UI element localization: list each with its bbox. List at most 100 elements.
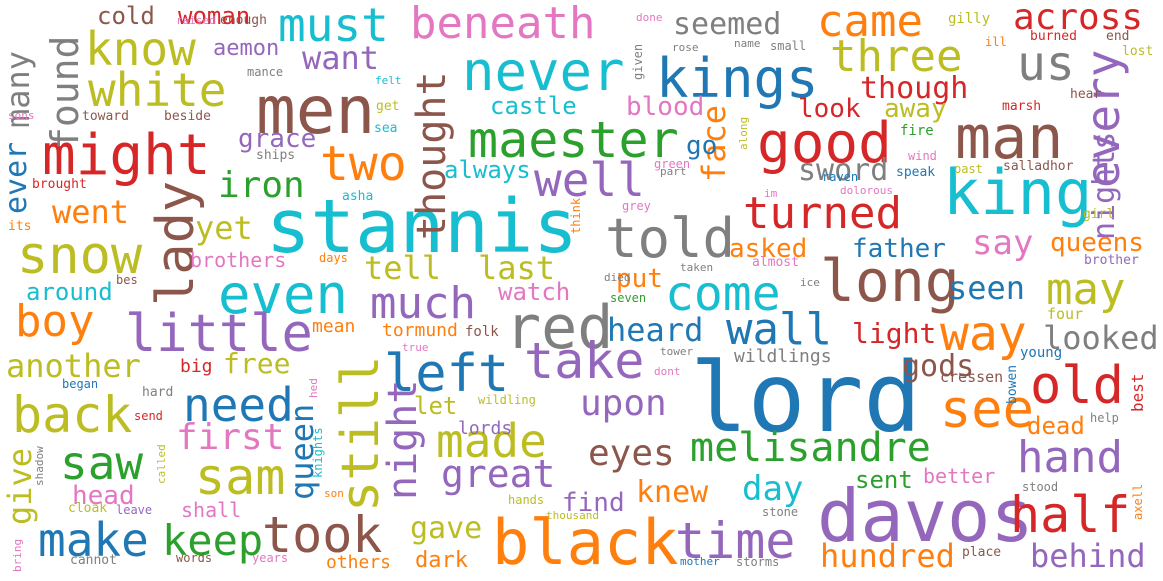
word-castle: castle [490,92,577,120]
word-toward: toward [82,109,129,124]
word-ill: ill [985,35,1007,49]
word-name: name [734,37,761,50]
word-father: father [852,234,946,264]
word-make: make [38,513,149,567]
word-fire: fire [900,123,934,139]
word-grey: grey [622,199,651,213]
word-beside: beside [164,109,211,124]
word-wind: wind [908,149,937,163]
word-hed: hed [307,378,320,398]
word-night: night [380,379,426,500]
word-seven: seven [610,291,647,305]
word-left: left [384,344,510,404]
word-past: past [954,162,983,176]
word-queens: queens [1050,228,1144,258]
word-green: green [654,157,691,171]
word-wildlings: wildlings [734,346,832,367]
word-storms: storms [736,555,780,569]
word-much: much [370,278,476,329]
word-shall: shall [181,498,242,522]
word-come: come [665,266,781,322]
word-girl: girl [1083,207,1115,222]
word-marsh: marsh [1002,99,1042,114]
word-lost: lost [1122,44,1154,59]
word-yet: yet [195,209,253,247]
word-son: son [324,487,344,500]
word-found: found [43,35,87,150]
word-axell: axell [1131,483,1145,520]
word-big: big [180,356,213,377]
word-end: end [1106,29,1130,44]
word-around: around [26,278,113,306]
word-iron: iron [218,165,305,206]
word-given: given [631,43,645,80]
word-back: back [12,386,133,444]
word-asked: asked [729,234,808,264]
word-three: three [830,31,963,82]
word-grace: grace [238,124,317,154]
word-need: need [183,378,294,432]
word-ice: ice [800,276,820,289]
word-salladhor: salladhor [1003,159,1074,174]
word-its: its [8,219,32,234]
word-stannis: stannis [266,184,578,270]
word-want: want [302,39,380,77]
word-send: send [134,409,163,423]
word-go: go [686,131,718,161]
word-shadow: shadow [33,446,46,486]
word-half: half [1010,486,1131,544]
word-way: way [940,306,1027,362]
word-nights: nights [1087,131,1122,240]
word-rose: rose [672,41,699,54]
word-watch: watch [498,278,571,306]
word-woman: woman [178,2,251,30]
word-good: good [757,111,892,176]
word-old: old [1030,356,1124,416]
word-blood: blood [626,92,705,122]
word-maester: maester [468,111,679,169]
word-light: light [852,317,937,350]
word-gilly: gilly [948,11,991,27]
word-heard: heard [607,311,704,349]
word-let: let [414,392,458,420]
word-almost: almost [752,255,799,270]
word-give: give [1,447,39,525]
word-upon: upon [580,383,667,424]
word-eyes: eyes [588,433,675,474]
word-knew: knew [636,475,709,510]
word-true: true [402,341,429,354]
word-well: well [534,153,645,207]
word-first: first [176,417,285,458]
word-went: went [52,193,130,231]
word-help: help [1090,411,1119,425]
word-always: always [444,156,531,184]
word-cressen: cressen [940,368,1004,386]
word-little: little [125,304,313,364]
word-men: men [256,72,376,149]
word-man: man [955,103,1064,173]
word-behind: behind [1030,537,1146,575]
word-another: another [6,347,141,385]
word-enough: enough [220,13,267,28]
word-hands: hands [508,493,545,507]
word-red: red [505,293,614,363]
word-bring: bring [11,538,24,572]
word-though: though [860,71,969,106]
word-get: get [376,99,400,114]
word-sword: sword [798,153,889,188]
word-sea: sea [374,121,398,136]
word-mance: mance [247,65,284,79]
word-dolorous: dolorous [840,184,893,197]
word-black: black [492,506,679,579]
word-aemon: aemon [213,36,280,61]
word-boy: boy [15,296,95,347]
word-asha: asha [342,189,374,204]
word-see: see [940,380,1034,440]
word-hundred: hundred [820,537,955,575]
word-king: king [943,156,1093,229]
word-stood: stood [1022,480,1059,494]
word-look: look [798,94,861,124]
word-gods: gods [902,349,975,384]
word-hear: hear [1070,87,1102,102]
word-tell: tell [364,249,442,287]
